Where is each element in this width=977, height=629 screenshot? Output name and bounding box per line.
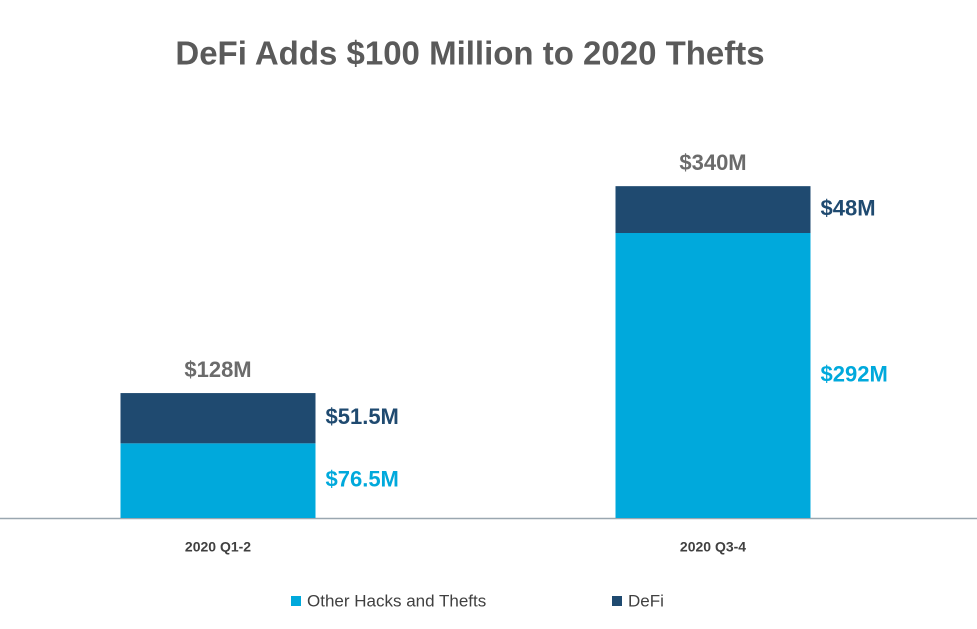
value-label: $76.5M (326, 466, 399, 491)
value-label: $292M (821, 361, 888, 386)
bar-segment (120, 393, 316, 444)
legend-swatch (291, 596, 301, 606)
total-label: $128M (184, 357, 251, 382)
legend-label: Other Hacks and Thefts (307, 591, 486, 610)
bar-segment (615, 186, 811, 234)
value-label: $51.5M (326, 404, 399, 429)
bar-segment (120, 443, 316, 518)
chart-title: DeFi Adds $100 Million to 2020 Thefts (175, 35, 764, 72)
x-tick-label: 2020 Q3-4 (680, 539, 746, 555)
bar-segment (615, 233, 811, 518)
legend-label: DeFi (628, 591, 664, 610)
legend-swatch (612, 596, 622, 606)
x-tick-label: 2020 Q1-2 (185, 539, 251, 555)
value-label: $48M (821, 195, 876, 220)
total-label: $340M (679, 150, 746, 175)
